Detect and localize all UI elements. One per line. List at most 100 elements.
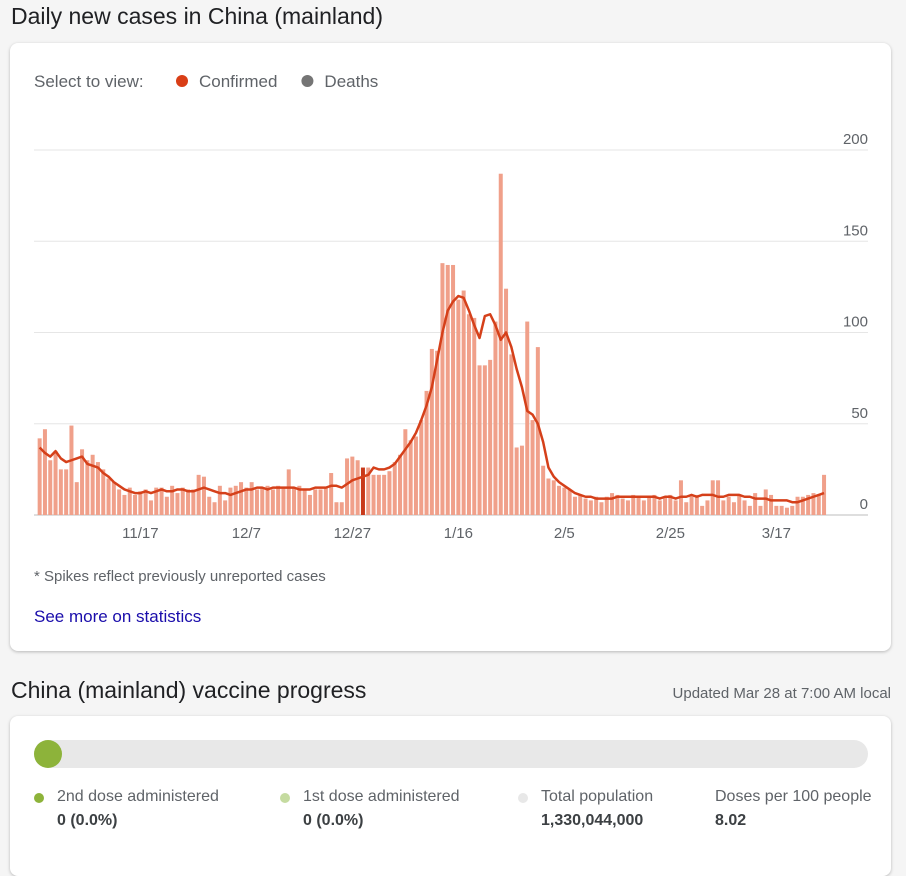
legend-item[interactable]: Deaths (301, 72, 378, 91)
bar (451, 264, 456, 515)
bar (355, 460, 360, 515)
bar (477, 365, 482, 515)
stat-label: 2nd dose administered (57, 788, 219, 805)
bar (572, 496, 577, 515)
bar (138, 491, 143, 515)
bar (790, 505, 795, 515)
bar (95, 462, 100, 515)
legend-label: Confirmed (199, 72, 277, 91)
bar (758, 505, 763, 515)
bar (493, 321, 498, 515)
bar (583, 498, 588, 515)
bar (530, 420, 535, 515)
bar (726, 496, 731, 515)
vaccine-card (10, 716, 891, 876)
bar (498, 173, 503, 515)
bar (525, 321, 530, 515)
legend-label: Deaths (324, 72, 378, 91)
bar (106, 478, 111, 515)
bar (48, 460, 53, 515)
bar (122, 494, 127, 515)
x-tick-label: 12/27 (334, 525, 372, 542)
bar (800, 496, 805, 515)
bar (302, 489, 307, 515)
bar (313, 489, 318, 515)
select-label: Select to view: (34, 72, 144, 91)
x-tick-label: 12/7 (232, 525, 261, 542)
bar (64, 469, 69, 515)
bar (286, 469, 291, 515)
y-tick-label: 0 (860, 496, 868, 513)
chart-card (10, 43, 891, 651)
bar (382, 474, 387, 515)
bar (37, 438, 42, 515)
x-tick-label: 2/25 (656, 525, 685, 542)
bar (440, 263, 445, 515)
average-line (38, 294, 825, 504)
bar (625, 500, 630, 515)
bar (297, 485, 302, 515)
bar (249, 482, 254, 515)
progress-track (34, 740, 868, 768)
legend-dot (280, 793, 290, 803)
bar (387, 471, 392, 515)
bar (101, 469, 106, 515)
bar (599, 502, 604, 515)
bar (504, 288, 509, 515)
bar (74, 482, 79, 515)
bar (774, 505, 779, 515)
legend-item[interactable]: Confirmed (176, 72, 277, 91)
y-tick-label: 50 (851, 405, 868, 422)
bar (588, 500, 593, 515)
bar (318, 489, 323, 515)
bar (201, 476, 206, 515)
stat-label: Total population (541, 788, 654, 805)
bar (398, 454, 403, 515)
bar (117, 489, 122, 515)
bar (127, 487, 132, 515)
bar (488, 359, 493, 515)
bar (769, 494, 774, 515)
bar (689, 496, 694, 515)
bar (647, 496, 652, 515)
bar (403, 429, 408, 515)
bar (445, 264, 450, 515)
bar (413, 436, 418, 515)
bar (419, 420, 424, 515)
bar (657, 500, 662, 515)
bar (631, 494, 636, 515)
progress-fill (34, 740, 62, 768)
bar (276, 485, 281, 515)
y-tick-label: 150 (843, 222, 868, 239)
bar (143, 489, 148, 515)
section-title: Daily new cases in China (mainland) (11, 3, 383, 29)
bar (424, 390, 429, 515)
bar (408, 440, 413, 515)
bar (292, 487, 297, 515)
statistics-link[interactable]: See more on statistics (34, 607, 201, 626)
bar (747, 505, 752, 515)
bar (700, 505, 705, 515)
bar (519, 445, 524, 515)
legend-dot (301, 75, 314, 87)
bar (323, 487, 328, 515)
bar (710, 480, 715, 515)
bar (668, 494, 673, 515)
bar (254, 489, 259, 515)
bar (217, 485, 222, 515)
bar (694, 494, 699, 515)
bar (535, 347, 540, 515)
stat-value: 0 (0.0%) (57, 812, 118, 829)
updated-note: Updated Mar 28 at 7:00 AM local (672, 685, 891, 702)
bar (541, 465, 546, 515)
bar (604, 496, 609, 515)
bar (822, 474, 827, 515)
stat-label: 1st dose administered (303, 788, 460, 805)
bar (806, 494, 811, 515)
bar (196, 474, 201, 515)
x-tick-label: 2/5 (554, 525, 575, 542)
bar (514, 447, 519, 515)
chart: Select to view: * Spikes reflect previou… (34, 72, 868, 626)
bar (307, 494, 312, 515)
bar (753, 493, 758, 515)
